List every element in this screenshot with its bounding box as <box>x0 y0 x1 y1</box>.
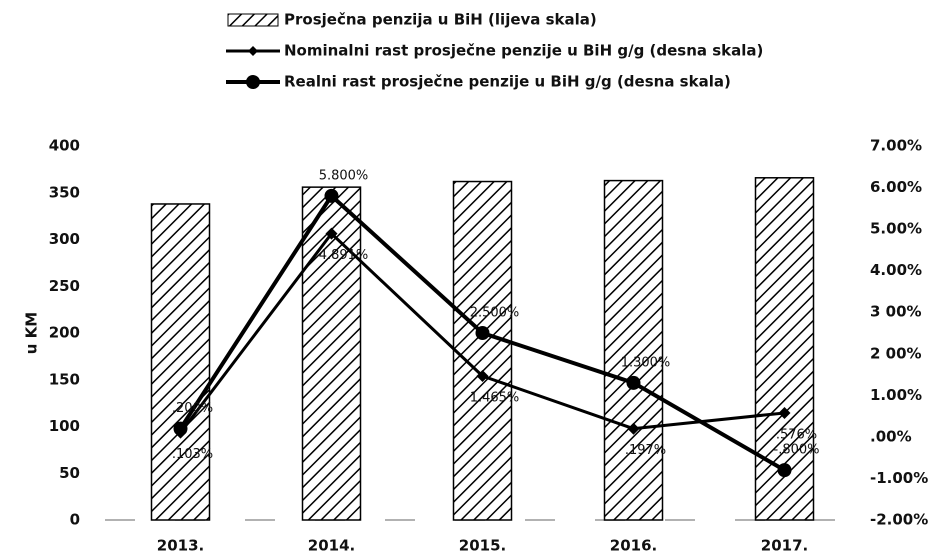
marker <box>627 422 640 435</box>
bar <box>754 177 815 521</box>
y-tick-label: 150 <box>49 370 80 388</box>
marker <box>173 421 188 436</box>
data-label: 1.300% <box>621 355 671 370</box>
data-label: .103% <box>172 447 213 462</box>
marker <box>626 375 641 390</box>
marker <box>777 463 792 478</box>
marker <box>778 406 791 419</box>
data-label: .576% <box>776 427 817 442</box>
legend-label: Nominalni rast prosječne penzije u BiH g… <box>284 42 763 60</box>
marker <box>476 370 489 383</box>
y-tick-label: 250 <box>49 277 80 295</box>
y-tick-label: 50 <box>59 464 80 482</box>
bar <box>301 186 362 521</box>
data-label: .200% <box>172 401 213 416</box>
x-tick-label: 2014. <box>308 537 355 555</box>
data-label: .197% <box>625 443 666 458</box>
legend-label: Prosječna penzija u BiH (lijeva skala) <box>284 11 597 29</box>
data-label: 1.465% <box>470 391 520 406</box>
y2-tick-label: 1.00% <box>870 386 922 404</box>
data-label: 5.800% <box>319 168 369 183</box>
bar <box>603 179 664 521</box>
marker <box>475 326 490 340</box>
x-tick-label: 2013. <box>157 537 204 555</box>
y2-tick-label: -1.00% <box>870 469 928 487</box>
y-tick-label: 350 <box>49 183 80 201</box>
legend-marker <box>248 46 258 56</box>
y-tick-label: 200 <box>49 324 80 342</box>
y2-tick-label: -2.00% <box>870 511 928 529</box>
x-tick-label: 2015. <box>459 537 506 555</box>
legend-label: Realni rast prosječne penzije u BiH g/g … <box>284 73 731 91</box>
x-tick-label: 2016. <box>610 537 657 555</box>
marker <box>325 227 338 240</box>
y2-tick-label: 3 00% <box>870 303 922 321</box>
bar <box>150 203 211 521</box>
data-label: 4.891% <box>319 248 369 263</box>
y-tick-label: 0 <box>70 511 80 529</box>
y-axis-label: u KM <box>23 312 41 354</box>
data-label: 2.500% <box>470 306 520 321</box>
y-tick-label: 300 <box>49 230 80 248</box>
y2-tick-label: 6.00% <box>870 178 922 196</box>
y2-tick-label: 5.00% <box>870 220 922 238</box>
bar <box>452 180 513 521</box>
y-tick-label: 400 <box>49 137 80 155</box>
x-tick-label: 2017. <box>761 537 808 555</box>
y2-tick-label: .00% <box>870 427 912 445</box>
y2-tick-label: 4.00% <box>870 261 922 279</box>
y2-tick-label: 2 00% <box>870 344 922 362</box>
legend-marker <box>246 75 260 89</box>
legend-swatch <box>227 13 279 27</box>
y2-tick-label: 7.00% <box>870 137 922 155</box>
marker <box>324 188 339 203</box>
data-label: -.800% <box>774 443 820 458</box>
y-tick-label: 100 <box>49 417 80 435</box>
